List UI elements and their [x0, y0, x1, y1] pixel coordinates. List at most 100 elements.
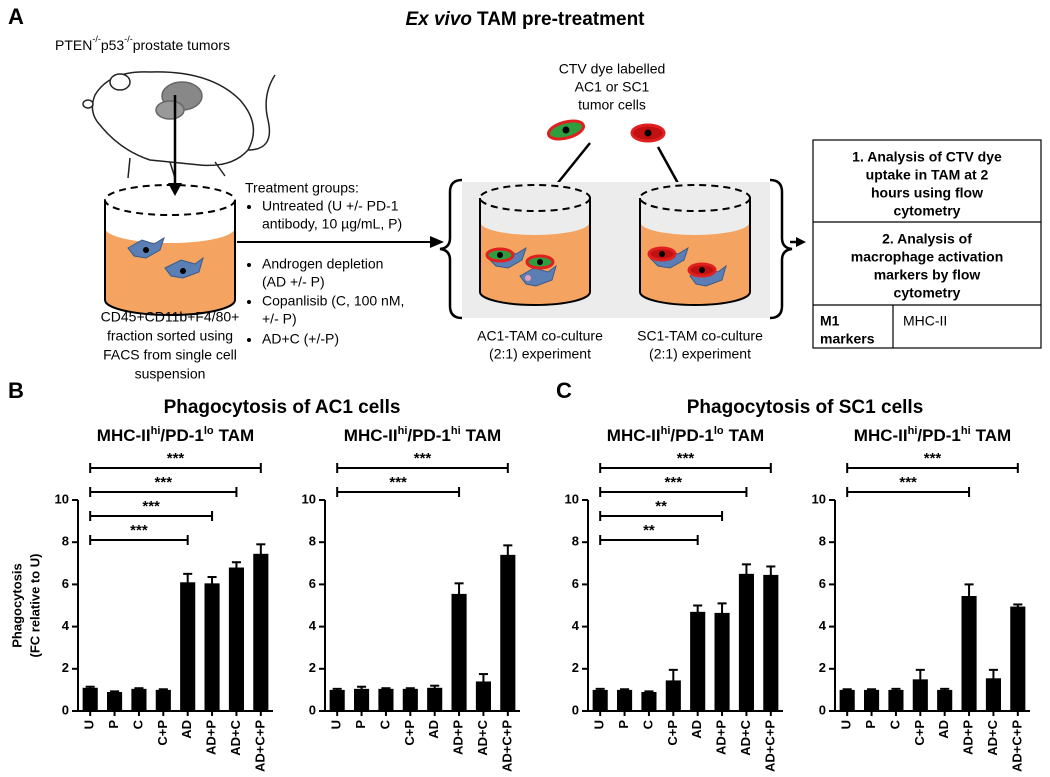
title-part: TAM: [976, 426, 1012, 445]
y-tick-label: 10: [55, 491, 69, 506]
x-tick-label: C+P: [402, 720, 417, 746]
coculture-label: (2:1) experiment: [489, 346, 591, 362]
title-italic: Ex vivo: [405, 9, 472, 30]
x-tick-label: P: [106, 720, 121, 729]
y-tick-label: 8: [62, 534, 69, 549]
group-title: Phagocytosis of SC1 cells: [687, 397, 924, 418]
significance-label: ***: [924, 450, 942, 467]
significance-label: ***: [899, 474, 917, 491]
significance-label: ***: [677, 450, 695, 467]
y-tick-label: 6: [309, 576, 316, 591]
y-tick-label: 10: [302, 491, 316, 506]
significance-label: **: [655, 498, 667, 515]
bar: [354, 688, 370, 711]
superscript: -/-: [92, 34, 101, 44]
x-tick-label: C+P: [665, 720, 680, 746]
x-tick-label: C+P: [155, 720, 170, 746]
sorted-label: suspension: [135, 366, 206, 382]
tumor-label: PTEN-/-p53-/-prostate tumors: [55, 34, 230, 52]
bar: [912, 679, 928, 711]
bar: [617, 689, 633, 711]
marker-type: markers: [820, 331, 875, 347]
label-part: PTEN: [55, 37, 92, 53]
x-tick-label: AD+C: [738, 719, 753, 755]
title-part: TAM: [219, 426, 255, 445]
analysis-text: 2. Analysis of: [882, 231, 972, 247]
x-tick-label: AD+C+P: [252, 720, 267, 772]
treatment: antibody, 10 µg/mL, P): [262, 216, 402, 232]
significance-bracket: [336, 487, 461, 497]
x-tick-label: AD: [689, 720, 704, 739]
y-axis-label: (FC relative to U): [27, 553, 42, 657]
y-tick-label: 0: [309, 702, 316, 717]
y-tick-label: 4: [819, 618, 827, 633]
group-title: Phagocytosis of AC1 cells: [164, 397, 401, 418]
significance-bracket: [846, 463, 1019, 473]
significance-bracket: [599, 463, 772, 473]
sorted-label: FACS from single cell: [103, 347, 237, 363]
title-part: /PD-1: [917, 426, 960, 445]
x-tick-label: U: [329, 720, 344, 729]
significance-label: **: [643, 522, 655, 539]
y-tick-label: 6: [62, 576, 69, 591]
title-part: /PD-1: [670, 426, 713, 445]
chart-title: MHC-IIhi/PD-1lo TAM: [97, 425, 254, 446]
analysis-box: [812, 139, 1042, 349]
significance-bracket: [89, 463, 262, 473]
significance-bracket: [846, 487, 971, 497]
label-part: p53: [101, 37, 125, 53]
brace: [769, 178, 793, 320]
bar: [1010, 606, 1026, 711]
x-tick-label: AD+C+P: [1009, 720, 1024, 772]
y-tick-label: 6: [572, 576, 579, 591]
y-tick-label: 4: [572, 618, 580, 633]
arrow-head: [430, 236, 444, 248]
bar: [204, 583, 220, 711]
marker-type: M1: [820, 313, 840, 329]
significance-label: ***: [130, 522, 148, 539]
significance-label: ***: [414, 450, 432, 467]
x-tick-label: AD+C+P: [499, 720, 514, 772]
bar: [961, 596, 977, 711]
bar: [641, 692, 657, 711]
dish: [479, 184, 591, 306]
x-tick-label: P: [863, 720, 878, 729]
x-tick-label: U: [839, 720, 854, 729]
bar: [82, 687, 98, 711]
y-tick-label: 6: [819, 576, 826, 591]
x-tick-label: AD+P: [204, 720, 219, 755]
significance-label: ***: [665, 474, 683, 491]
sorted-label: fraction sorted using: [107, 328, 233, 344]
significance-bracket: [89, 535, 189, 545]
dish: [104, 184, 236, 316]
brace: [439, 178, 463, 320]
x-tick-label: C: [377, 719, 392, 729]
y-tick-label: 10: [812, 491, 826, 506]
panel-label: A: [8, 4, 24, 29]
superscript: lo: [204, 425, 214, 437]
x-tick-label: C: [130, 719, 145, 729]
title-part: MHC-II: [344, 426, 398, 445]
x-tick-label: AD+C: [228, 719, 243, 755]
bar: [451, 593, 467, 711]
analysis-text: macrophage activation: [851, 249, 1004, 265]
y-tick-label: 8: [572, 534, 579, 549]
coculture-label: (2:1) experiment: [649, 346, 751, 362]
x-tick-label: U: [592, 720, 607, 729]
bar: [839, 689, 855, 711]
title-part: MHC-II: [97, 426, 151, 445]
significance-bracket: [599, 511, 724, 521]
superscript: hi: [451, 425, 461, 437]
panel-title: Ex vivo TAM pre-treatment: [405, 9, 645, 30]
treatment: Androgen depletion: [262, 256, 383, 272]
bar: [888, 689, 904, 711]
superscript: hi: [961, 425, 971, 437]
chart-title: MHC-IIhi/PD-1lo TAM: [607, 425, 764, 446]
bar: [714, 612, 730, 711]
x-tick-label: AD: [179, 720, 194, 739]
treatment: Untreated (U +/- PD-1: [262, 198, 399, 214]
mouse-illustration: [82, 71, 276, 179]
title-part: TAM: [729, 426, 765, 445]
title-text: TAM pre-treatment: [477, 9, 645, 30]
